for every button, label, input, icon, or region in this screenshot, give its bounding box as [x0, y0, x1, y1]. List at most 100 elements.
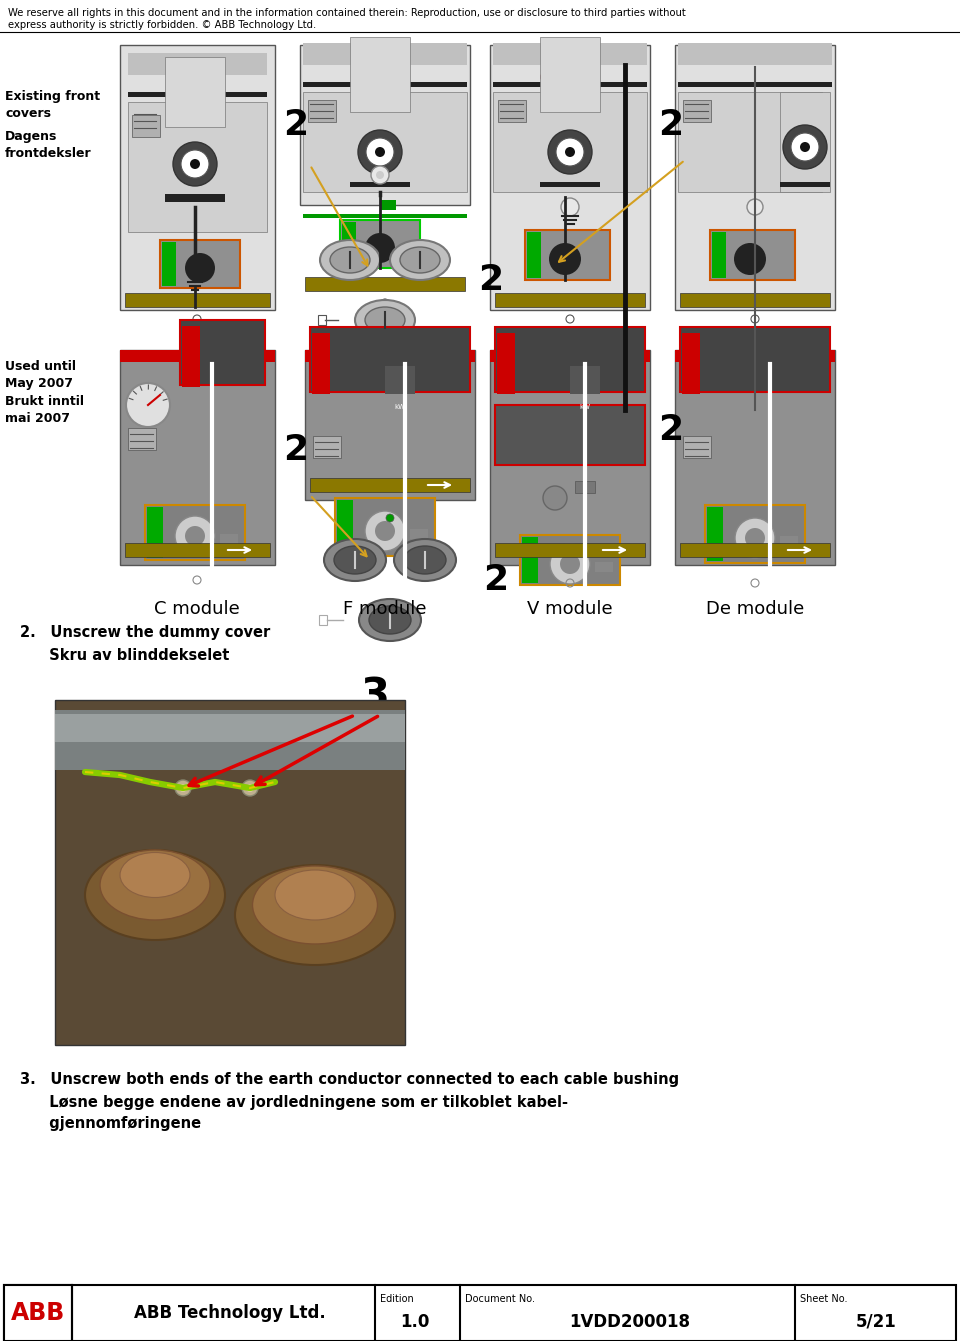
Text: ABB: ABB	[11, 1301, 65, 1325]
Bar	[493, 43, 647, 64]
Bar	[710, 231, 795, 280]
Bar	[305, 350, 475, 362]
Text: 2: 2	[658, 413, 684, 447]
Text: express authority is strictly forbidden. © ABB Technology Ltd.: express authority is strictly forbidden.…	[8, 20, 316, 30]
Bar	[342, 223, 356, 266]
Text: 2: 2	[283, 109, 308, 142]
Circle shape	[375, 522, 395, 540]
Ellipse shape	[404, 546, 446, 574]
Bar	[55, 700, 405, 1045]
Text: 1VDD200018: 1VDD200018	[569, 1313, 690, 1332]
Circle shape	[542, 367, 562, 388]
Bar	[683, 101, 711, 122]
Bar	[165, 194, 225, 202]
Ellipse shape	[320, 240, 380, 280]
Ellipse shape	[390, 240, 450, 280]
Bar	[303, 215, 467, 219]
Bar	[678, 43, 832, 64]
Bar	[303, 93, 467, 192]
Ellipse shape	[100, 850, 210, 920]
Bar	[490, 350, 650, 362]
Circle shape	[379, 68, 397, 86]
Bar	[120, 350, 275, 565]
Text: Used until
May 2007: Used until May 2007	[5, 359, 76, 390]
Circle shape	[185, 253, 215, 283]
Text: We reserve all rights in this document and in the information contained therein:: We reserve all rights in this document a…	[8, 8, 685, 17]
Text: Brukt inntil
mai 2007: Brukt inntil mai 2007	[5, 396, 84, 425]
Circle shape	[362, 367, 382, 388]
Circle shape	[358, 68, 376, 86]
Bar	[385, 366, 415, 394]
Circle shape	[173, 142, 217, 186]
Ellipse shape	[275, 870, 355, 920]
Bar	[310, 327, 470, 392]
Bar	[712, 232, 726, 278]
Bar	[55, 709, 405, 770]
Circle shape	[735, 518, 775, 558]
Bar	[495, 292, 645, 307]
Ellipse shape	[359, 599, 421, 641]
Bar	[490, 46, 650, 310]
Text: 3: 3	[361, 675, 390, 717]
Text: Existing front
covers: Existing front covers	[5, 90, 100, 119]
Bar	[540, 182, 600, 186]
Bar	[678, 82, 832, 87]
Circle shape	[175, 780, 191, 797]
Bar	[128, 54, 267, 75]
Circle shape	[541, 68, 559, 86]
Bar	[675, 350, 835, 362]
Bar	[147, 507, 163, 558]
Circle shape	[371, 166, 389, 184]
Circle shape	[242, 780, 258, 797]
Bar	[165, 58, 225, 127]
Circle shape	[190, 160, 200, 169]
Circle shape	[365, 233, 395, 263]
Ellipse shape	[85, 850, 225, 940]
Bar	[780, 93, 830, 192]
Circle shape	[179, 784, 187, 793]
Bar	[303, 82, 467, 87]
Circle shape	[560, 554, 580, 574]
Bar	[520, 535, 620, 585]
Bar	[128, 102, 267, 232]
Bar	[308, 101, 336, 122]
Ellipse shape	[252, 866, 377, 944]
Bar	[182, 326, 200, 388]
Circle shape	[185, 526, 205, 546]
Text: 2: 2	[283, 433, 308, 467]
Bar	[680, 292, 830, 307]
Bar	[497, 333, 515, 394]
Circle shape	[747, 198, 763, 215]
Bar	[162, 241, 176, 286]
Bar	[493, 82, 647, 87]
Text: Sheet No.: Sheet No.	[800, 1294, 848, 1303]
Bar	[495, 327, 645, 392]
Circle shape	[568, 367, 588, 388]
Bar	[675, 350, 835, 565]
Bar	[319, 616, 327, 625]
Text: Dagens
frontdeksler: Dagens frontdeksler	[5, 130, 91, 160]
Bar	[160, 240, 240, 288]
Ellipse shape	[120, 853, 190, 897]
Circle shape	[191, 256, 199, 264]
Circle shape	[549, 243, 581, 275]
Bar	[312, 333, 330, 394]
Bar	[313, 436, 341, 459]
Circle shape	[186, 251, 204, 270]
Circle shape	[388, 367, 408, 388]
Circle shape	[366, 138, 394, 166]
Circle shape	[783, 125, 827, 169]
Circle shape	[556, 138, 584, 166]
Text: 2: 2	[478, 263, 503, 296]
Bar	[128, 428, 156, 451]
Circle shape	[126, 384, 170, 426]
Bar	[780, 536, 798, 546]
Bar	[4, 1285, 72, 1341]
Bar	[303, 43, 467, 64]
Bar	[490, 350, 650, 565]
Text: Edition: Edition	[380, 1294, 414, 1303]
Bar	[522, 536, 538, 583]
Ellipse shape	[400, 247, 440, 274]
Bar	[410, 528, 428, 539]
Bar	[678, 93, 822, 192]
